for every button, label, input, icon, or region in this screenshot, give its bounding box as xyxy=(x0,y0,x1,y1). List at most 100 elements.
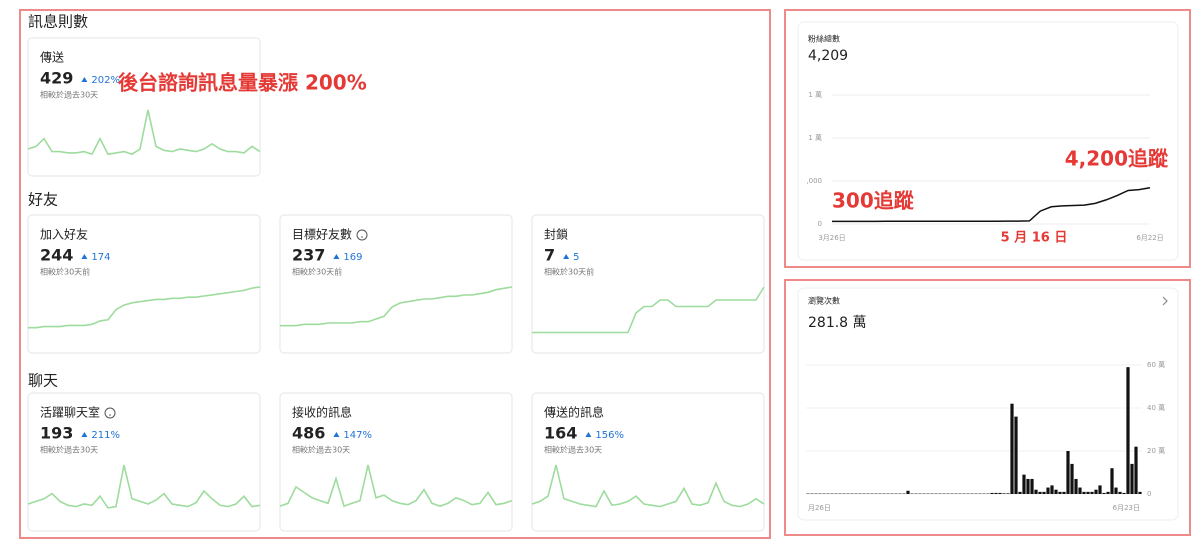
bar xyxy=(1062,491,1066,494)
chart-title: 粉絲總數 xyxy=(808,34,840,44)
sparkline xyxy=(279,464,513,508)
chart-total: 281.8 萬 xyxy=(808,315,867,331)
bar xyxy=(1050,485,1054,494)
card-label: 封鎖 xyxy=(544,227,568,242)
card-change: 147% xyxy=(343,430,372,441)
bar xyxy=(1094,489,1098,494)
up-arrow xyxy=(81,77,88,82)
card-note: 相較於30天前 xyxy=(40,267,90,277)
bar xyxy=(1046,487,1050,494)
card-value: 237 xyxy=(292,246,325,265)
card-value: 7 xyxy=(544,246,555,265)
bar xyxy=(1022,474,1026,494)
bar xyxy=(1098,485,1102,494)
bar xyxy=(1030,478,1034,494)
bar xyxy=(1058,491,1062,494)
section-title: 聊天 xyxy=(28,372,58,390)
y-tick-label: ,000 xyxy=(806,177,822,185)
sparkline xyxy=(531,464,765,508)
bar xyxy=(1110,468,1114,494)
bar xyxy=(1130,463,1134,494)
sparkline xyxy=(532,286,765,334)
bar xyxy=(1026,478,1030,494)
x-tick-label: 6月23日 xyxy=(1113,504,1140,512)
bar xyxy=(1002,493,1006,494)
y-tick-label: 0 xyxy=(1147,490,1151,498)
card-value: 486 xyxy=(292,424,325,443)
up-arrow xyxy=(585,432,592,437)
annotation: 4,200追蹤 xyxy=(1065,147,1169,171)
bar xyxy=(1090,491,1094,494)
bar xyxy=(1114,487,1118,494)
card xyxy=(27,37,261,177)
annotation: 5 月 16 日 xyxy=(1001,231,1068,246)
card-label: 接收的訊息 xyxy=(292,405,352,420)
card xyxy=(27,214,261,354)
card-change: 169 xyxy=(343,252,362,263)
card-change: 202% xyxy=(91,75,120,86)
annotation: 後台諮詢訊息量暴漲 200% xyxy=(118,71,367,95)
card-note: 相較於過去30天 xyxy=(40,90,98,100)
up-arrow xyxy=(333,432,340,437)
bar xyxy=(1018,491,1022,494)
bar xyxy=(1054,489,1058,494)
bar xyxy=(1082,491,1086,494)
card-value: 429 xyxy=(40,69,73,88)
sparkline xyxy=(28,286,261,329)
card xyxy=(279,392,513,532)
bar xyxy=(1138,491,1142,494)
bar xyxy=(1010,403,1014,494)
help-icon xyxy=(356,229,368,241)
card xyxy=(279,214,513,354)
bar xyxy=(998,492,1002,494)
bar xyxy=(1014,416,1018,494)
card-label: 活躍聊天室 xyxy=(40,405,100,420)
card-value: 164 xyxy=(544,424,577,443)
card-value: 244 xyxy=(40,246,73,265)
bar xyxy=(1034,489,1038,494)
bar xyxy=(1066,451,1070,494)
bar xyxy=(906,490,910,494)
y-tick-label: 1 萬 xyxy=(808,90,822,99)
y-tick-label: 60 萬 xyxy=(1147,360,1165,369)
x-tick-label: 6月22日 xyxy=(1136,234,1163,242)
card-note: 相較於過去30天 xyxy=(544,445,602,455)
y-tick-label: 0 xyxy=(818,220,822,228)
sparkline xyxy=(27,109,261,156)
panel xyxy=(784,279,1191,536)
bar xyxy=(990,492,994,494)
card-note: 相較於30天前 xyxy=(292,267,342,277)
chevron[interactable] xyxy=(1162,296,1168,306)
card-change: 156% xyxy=(595,430,624,441)
bar xyxy=(1042,491,1046,494)
bar xyxy=(1122,492,1126,494)
bar xyxy=(1126,367,1130,494)
card-label: 傳送的訊息 xyxy=(544,405,604,420)
bar xyxy=(994,492,998,494)
bar xyxy=(1078,487,1082,494)
y-tick-label: 1 萬 xyxy=(808,133,822,142)
card-change: 5 xyxy=(573,252,579,263)
card xyxy=(531,392,765,532)
card-label: 加入好友 xyxy=(40,228,88,242)
x-tick-label: 月26日 xyxy=(808,504,831,512)
sparkline xyxy=(27,464,261,509)
bar xyxy=(1106,491,1110,494)
bar xyxy=(1070,463,1074,494)
x-tick-label: 3月26日 xyxy=(818,234,845,242)
bar xyxy=(1074,478,1078,494)
card-note: 相較於30天前 xyxy=(544,267,594,277)
section-title: 訊息則數 xyxy=(28,13,88,31)
bar xyxy=(1102,492,1106,494)
card-change: 174 xyxy=(91,252,110,263)
up-arrow xyxy=(81,432,88,437)
card-note: 相較於過去30天 xyxy=(40,445,98,455)
card xyxy=(797,21,1179,261)
panel xyxy=(19,9,771,539)
annotation: 300追蹤 xyxy=(832,189,915,213)
line xyxy=(832,187,1151,223)
up-arrow xyxy=(563,254,570,259)
card-label: 傳送 xyxy=(40,50,64,65)
